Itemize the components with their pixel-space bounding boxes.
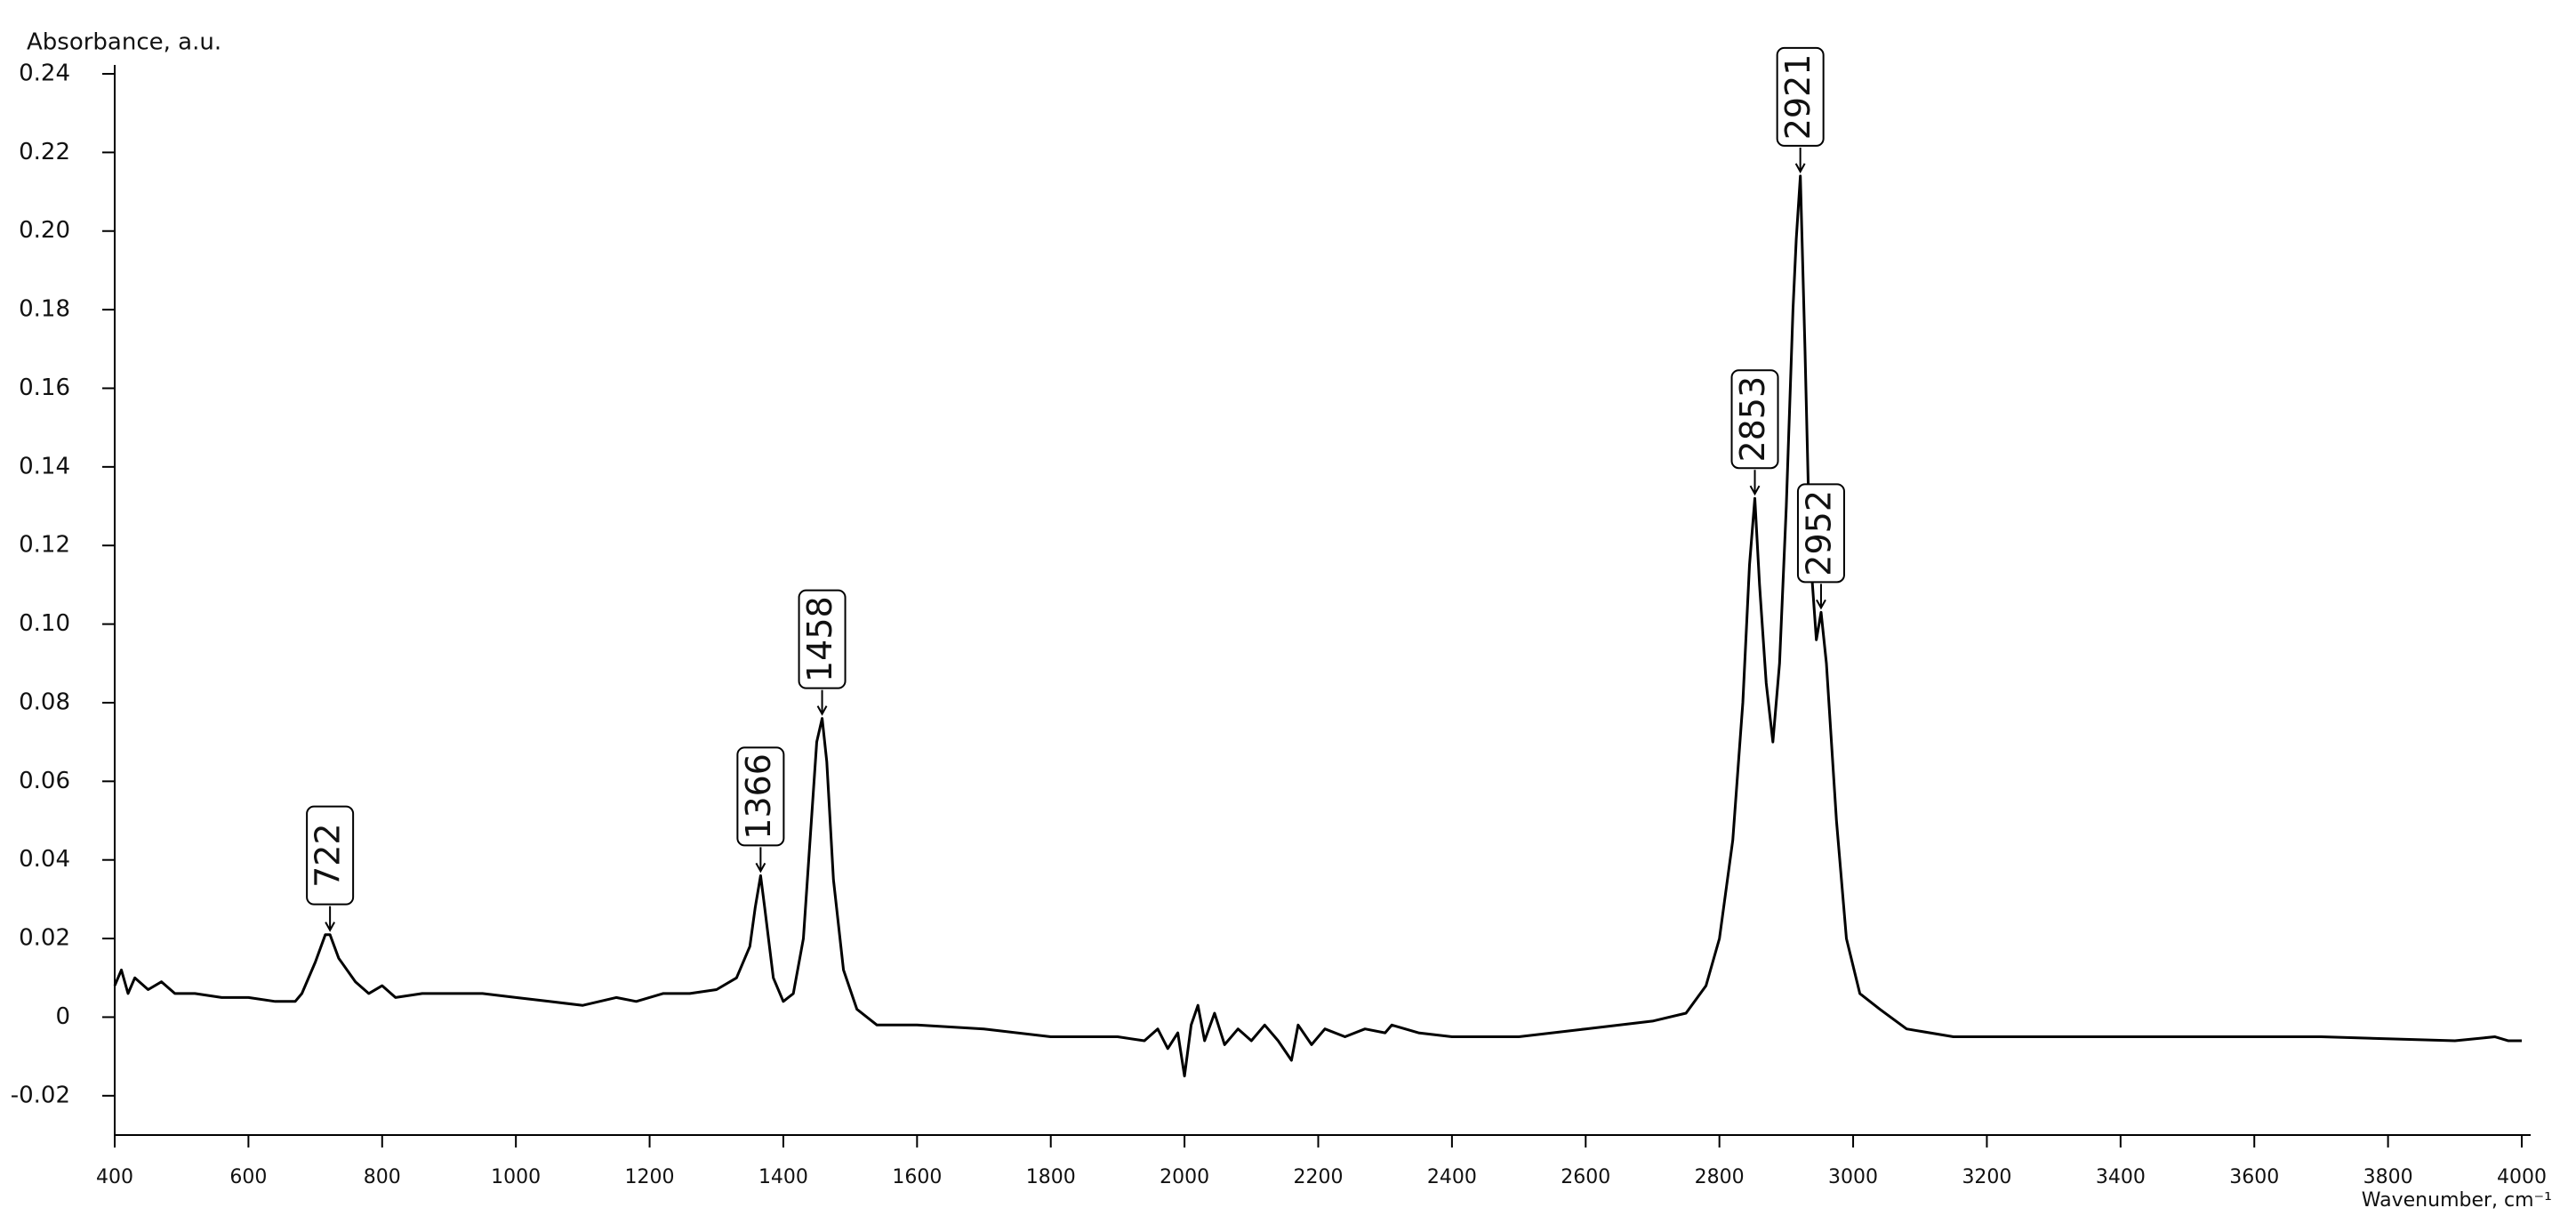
x-tick-label: 2800 — [1695, 1166, 1745, 1188]
y-tick-label: 0.20 — [19, 217, 70, 244]
peak-annotation: 2952 — [1796, 483, 1845, 610]
peak-label: 2853 — [1733, 376, 1772, 463]
peak-annotation: 2921 — [1776, 46, 1825, 173]
x-tick-label: 2200 — [1294, 1166, 1344, 1188]
x-tick-label: 1400 — [758, 1166, 808, 1188]
x-tick-label: 3800 — [2363, 1166, 2413, 1188]
arrow-head — [325, 922, 336, 932]
peak-label-box — [1776, 46, 1825, 147]
y-tick-label: 0.16 — [19, 374, 70, 401]
peak-label: 1458 — [800, 596, 839, 682]
x-tick-label: 600 — [229, 1166, 267, 1188]
x-tick-label: 3000 — [1828, 1166, 1878, 1188]
spectrum-line — [113, 174, 2522, 1078]
x-tick-label: 2000 — [1160, 1166, 1209, 1188]
peak-annotation: 1366 — [736, 746, 785, 874]
y-tick-label: 0.24 — [19, 60, 70, 87]
arrow-head — [816, 705, 828, 716]
y-tick-label: 0.04 — [19, 846, 70, 873]
peak-label-box — [798, 589, 847, 689]
arrow-head — [755, 862, 766, 874]
x-tick-label: 800 — [364, 1166, 401, 1188]
x-tick-label: 1200 — [625, 1166, 675, 1188]
peak-annotation: 1458 — [798, 589, 847, 716]
peak-label-box — [306, 805, 355, 906]
peak-label: 2952 — [1799, 490, 1838, 576]
y-tick-label: 0.18 — [19, 296, 70, 323]
y-tick-label: -0.02 — [11, 1082, 70, 1108]
x-tick-label: 1600 — [892, 1166, 942, 1188]
y-tick-label: 0.12 — [19, 532, 70, 559]
arrow-head — [1749, 485, 1761, 496]
x-tick-label: 1000 — [491, 1166, 541, 1188]
peak-annotation: 722 — [306, 805, 355, 932]
x-tick-label: 1800 — [1026, 1166, 1076, 1188]
arrow-head — [1816, 599, 1826, 610]
peak-label: 2921 — [1778, 54, 1818, 141]
x-tick-label: 3600 — [2229, 1166, 2279, 1188]
y-tick-label: 0.22 — [19, 139, 70, 165]
y-tick-label: 0.02 — [19, 925, 70, 952]
x-tick-label: 4000 — [2497, 1166, 2547, 1188]
peak-label: 722 — [309, 823, 348, 888]
y-tick-label: 0 — [55, 1003, 70, 1030]
y-tick-label: 0.06 — [19, 768, 70, 794]
y-tick-label: 0.08 — [19, 688, 70, 715]
x-tick-label: 2600 — [1561, 1166, 1610, 1188]
peak-label-box — [1730, 369, 1779, 470]
x-tick-label: 3200 — [1962, 1166, 2011, 1188]
y-tick-label: 0.14 — [19, 453, 70, 479]
x-tick-label: 400 — [96, 1166, 133, 1188]
peak-annotation: 2853 — [1730, 369, 1779, 496]
x-tick-label: 3400 — [2096, 1166, 2146, 1188]
y-axis-label: Absorbance, a.u. — [27, 29, 221, 56]
arrow-head — [1794, 163, 1806, 173]
y-tick-label: 0.10 — [19, 610, 70, 637]
peak-label-box — [1796, 483, 1845, 584]
x-axis-label: Wavenumber, cm⁻¹ — [2362, 1189, 2552, 1212]
peak-label: 1366 — [739, 753, 778, 840]
peak-label-box — [736, 746, 785, 847]
x-tick-label: 2400 — [1427, 1166, 1477, 1188]
